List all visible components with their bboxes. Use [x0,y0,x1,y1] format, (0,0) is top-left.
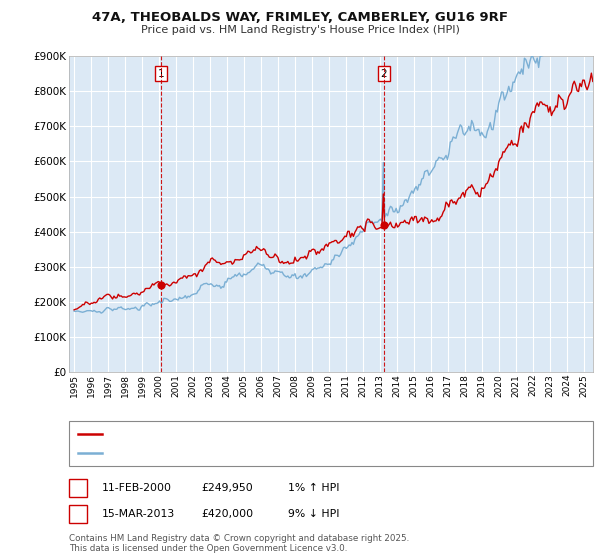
Text: £249,950: £249,950 [201,483,253,493]
Text: Contains HM Land Registry data © Crown copyright and database right 2025.
This d: Contains HM Land Registry data © Crown c… [69,534,409,553]
Point [157,280,166,289]
Text: 47A, THEOBALDS WAY, FRIMLEY, CAMBERLEY, GU16 9RF: 47A, THEOBALDS WAY, FRIMLEY, CAMBERLEY, … [92,11,508,24]
Text: 2: 2 [380,69,387,78]
Text: 9% ↓ HPI: 9% ↓ HPI [288,509,340,519]
Text: 1: 1 [158,69,164,78]
Text: HPI: Average price, detached house, Surrey Heath: HPI: Average price, detached house, Surr… [108,449,358,459]
Text: 1% ↑ HPI: 1% ↑ HPI [288,483,340,493]
Text: £420,000: £420,000 [201,509,253,519]
Point [379,220,389,229]
Text: 11-FEB-2000: 11-FEB-2000 [102,483,172,493]
Text: 47A, THEOBALDS WAY, FRIMLEY, CAMBERLEY, GU16 9RF (detached house): 47A, THEOBALDS WAY, FRIMLEY, CAMBERLEY, … [108,428,481,438]
Text: 1: 1 [74,483,82,493]
Text: Price paid vs. HM Land Registry's House Price Index (HPI): Price paid vs. HM Land Registry's House … [140,25,460,35]
Text: 15-MAR-2013: 15-MAR-2013 [102,509,175,519]
Text: 2: 2 [74,509,82,519]
